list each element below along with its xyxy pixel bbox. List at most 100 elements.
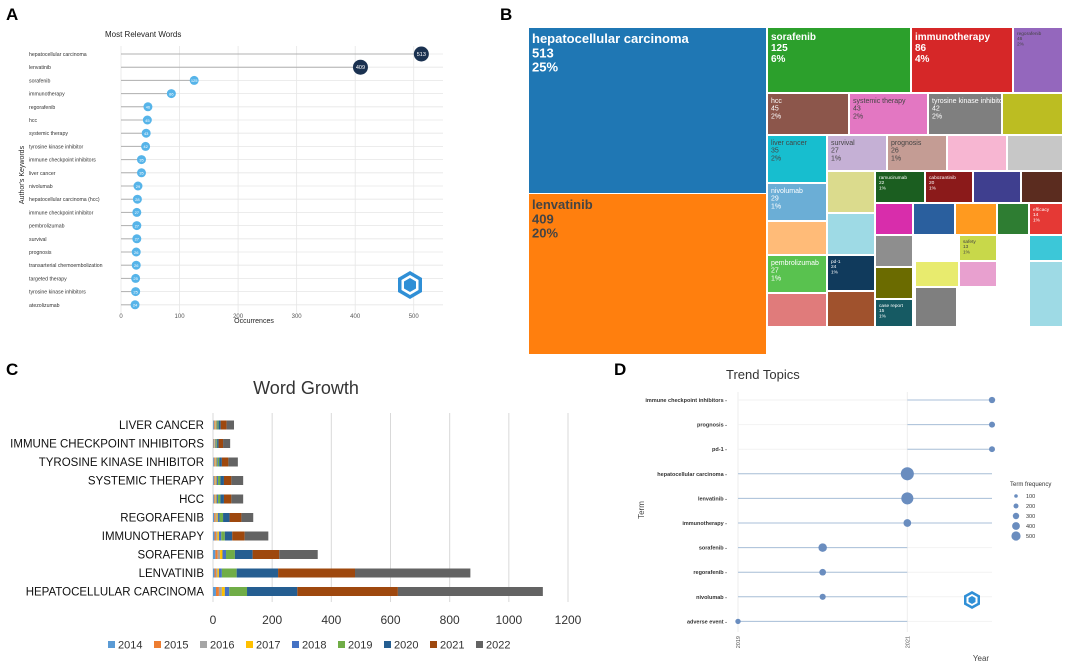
chart-c-bar-segment <box>220 494 224 504</box>
chart-a-point <box>136 168 146 178</box>
chart-c-bar-segment <box>247 587 298 596</box>
treemap-tile-pct: 1% <box>771 203 781 210</box>
chart-a-point <box>131 260 141 270</box>
treemap-tile-value: 24 <box>831 264 837 270</box>
treemap-tile-label: efficacy <box>1033 207 1050 213</box>
chart-a-value-label: 35 <box>139 171 144 176</box>
chart-c-bar-segment <box>218 439 224 448</box>
chart-c-bar-segment <box>220 420 227 430</box>
treemap-tile <box>876 204 912 234</box>
treemap-tile <box>1030 204 1062 234</box>
treemap-tile <box>1008 136 1062 170</box>
chart-c-category-label: HCC <box>179 494 204 506</box>
treemap-tile-pct: 2% <box>1017 41 1025 47</box>
chart-d-legend-label: 300 <box>1026 514 1035 520</box>
treemap-tile-label: tyrosine kinase inhibitor <box>932 98 1006 105</box>
chart-c-x-tick-label: 0 <box>210 613 217 627</box>
chart-c-bar-segment <box>214 494 216 504</box>
chart-c-bar-segment <box>216 420 218 430</box>
treemap-tile-pct: 2% <box>932 113 942 120</box>
chart-d-legend-label: 400 <box>1026 524 1035 530</box>
chart-d-legend-label: 200 <box>1026 504 1035 510</box>
chart-a-category-label: targeted therapy <box>29 276 67 282</box>
treemap-tile-label: liver cancer <box>771 140 807 147</box>
treemap-tile-label: systemic therapy <box>853 98 906 105</box>
treemap-tile <box>768 28 910 92</box>
chart-c-legend-swatch <box>246 641 253 648</box>
chart-d-term-label: regorafenib - <box>693 570 727 576</box>
treemap-tile <box>916 288 956 326</box>
chart-a-point <box>132 234 142 244</box>
chart-a-category-label: pembrolizumab <box>29 224 65 230</box>
chart-d-term-label: immune checkpoint inhibitors - <box>645 398 727 404</box>
chart-a-xlabel: Occurrences <box>234 318 274 325</box>
chart-d-point <box>900 467 914 481</box>
chart-c-legend-swatch <box>338 641 345 648</box>
chart-d-term-label: prognosis - <box>697 423 727 429</box>
chart-a-value-label: 409 <box>356 65 365 71</box>
chart-c-legend-label: 2014 <box>118 640 142 652</box>
treemap-tile-pct: 1% <box>771 275 781 282</box>
chart-a-x-ticks: 0 100 200 300 400 500 <box>119 314 419 320</box>
chart-c-bar-segment <box>219 513 224 522</box>
chart-c-bar-segment <box>218 568 222 578</box>
treemap-tile <box>768 256 826 292</box>
chart-c-bar-segment <box>215 494 217 504</box>
chart-a-x-tick-label: 0 <box>119 314 123 320</box>
chart-c-legend-swatch <box>108 641 115 648</box>
treemap-tile <box>1030 262 1062 326</box>
treemap-tile-label: survival <box>831 140 855 147</box>
chart-c-bar-segment <box>217 457 220 467</box>
chart-c-bar-segment <box>234 550 253 559</box>
chart-c-bar-segment <box>215 568 218 578</box>
chart-c-bar-segment <box>213 513 215 522</box>
chart-d-point <box>735 618 741 625</box>
chart-d-legend-swatch <box>1012 512 1020 520</box>
chart-c-legend-label: 2019 <box>348 640 372 652</box>
chart-a-value-label: 26 <box>134 263 139 268</box>
chart-c-legend-swatch <box>430 641 437 648</box>
chart-a-point <box>166 89 176 99</box>
treemap-tile <box>876 268 912 298</box>
chart-c-bar-segment <box>213 476 214 485</box>
chart-a-category-label: lenvatinib <box>29 65 51 71</box>
chart-a-point <box>189 75 199 85</box>
chart-a-point <box>131 287 141 297</box>
treemap-tile-pct: 6% <box>771 54 786 65</box>
chart-a-point <box>133 181 143 191</box>
chart-d-legend-label: 100 <box>1026 494 1035 500</box>
chart-c-bar-segment <box>214 439 216 448</box>
treemap-tile-value: 29 <box>771 196 779 203</box>
chart-a-point <box>142 115 152 125</box>
chart-c-x-ticks: 0 200 400 600 800 1000 1200 <box>210 613 582 627</box>
chart-c-legend: 2014 2015 2016 2017 2018 2019 2020 2021 2022 <box>108 640 510 652</box>
chart-c-bar-segment <box>213 587 216 596</box>
chart-c-bar-segment <box>213 568 215 578</box>
treemap-tile-label: prognosis <box>891 140 922 147</box>
chart-c-title: Word Growth <box>253 378 359 398</box>
chart-c-x-tick-label: 400 <box>321 613 341 627</box>
chart-d-x-ticks: 2019 2021 <box>736 636 911 648</box>
chart-d-term-label: adverse event - <box>687 619 727 625</box>
chart-c-bar-segment <box>215 531 218 541</box>
chart-a-point <box>413 46 429 62</box>
treemap-tile <box>956 204 996 234</box>
treemap-tile-value: 13 <box>963 244 969 250</box>
treemap-tile-value: 45 <box>771 106 779 113</box>
chart-d-legend-title: Term frequency <box>1010 482 1051 488</box>
chart-c-category-labels: LIVER CANCER IMMUNE CHECKPOINT INHIBITORS… <box>10 420 204 599</box>
chart-c-bar-segment <box>236 568 279 578</box>
treemap-tile <box>929 94 1001 134</box>
chart-c-bar-segment <box>223 513 230 522</box>
chart-a-value-label: 29 <box>136 184 141 189</box>
chart-d-point <box>819 593 826 600</box>
chart-a-value-label: 513 <box>417 52 426 58</box>
chart-a-point <box>132 207 142 217</box>
chart-a-category-labels: hepatocellular carcinoma lenvatinib sorafe… <box>29 52 103 309</box>
chart-c-bar-segment <box>213 457 214 467</box>
treemap-tile <box>926 172 972 202</box>
treemap-tile-label: cabozantinib <box>929 175 956 181</box>
chart-c-word-growth: Word Growth LIVER CANCER IMMUNE CHECKPOIN… <box>10 378 581 652</box>
chart-c-category-label: LIVER CANCER <box>119 420 204 432</box>
